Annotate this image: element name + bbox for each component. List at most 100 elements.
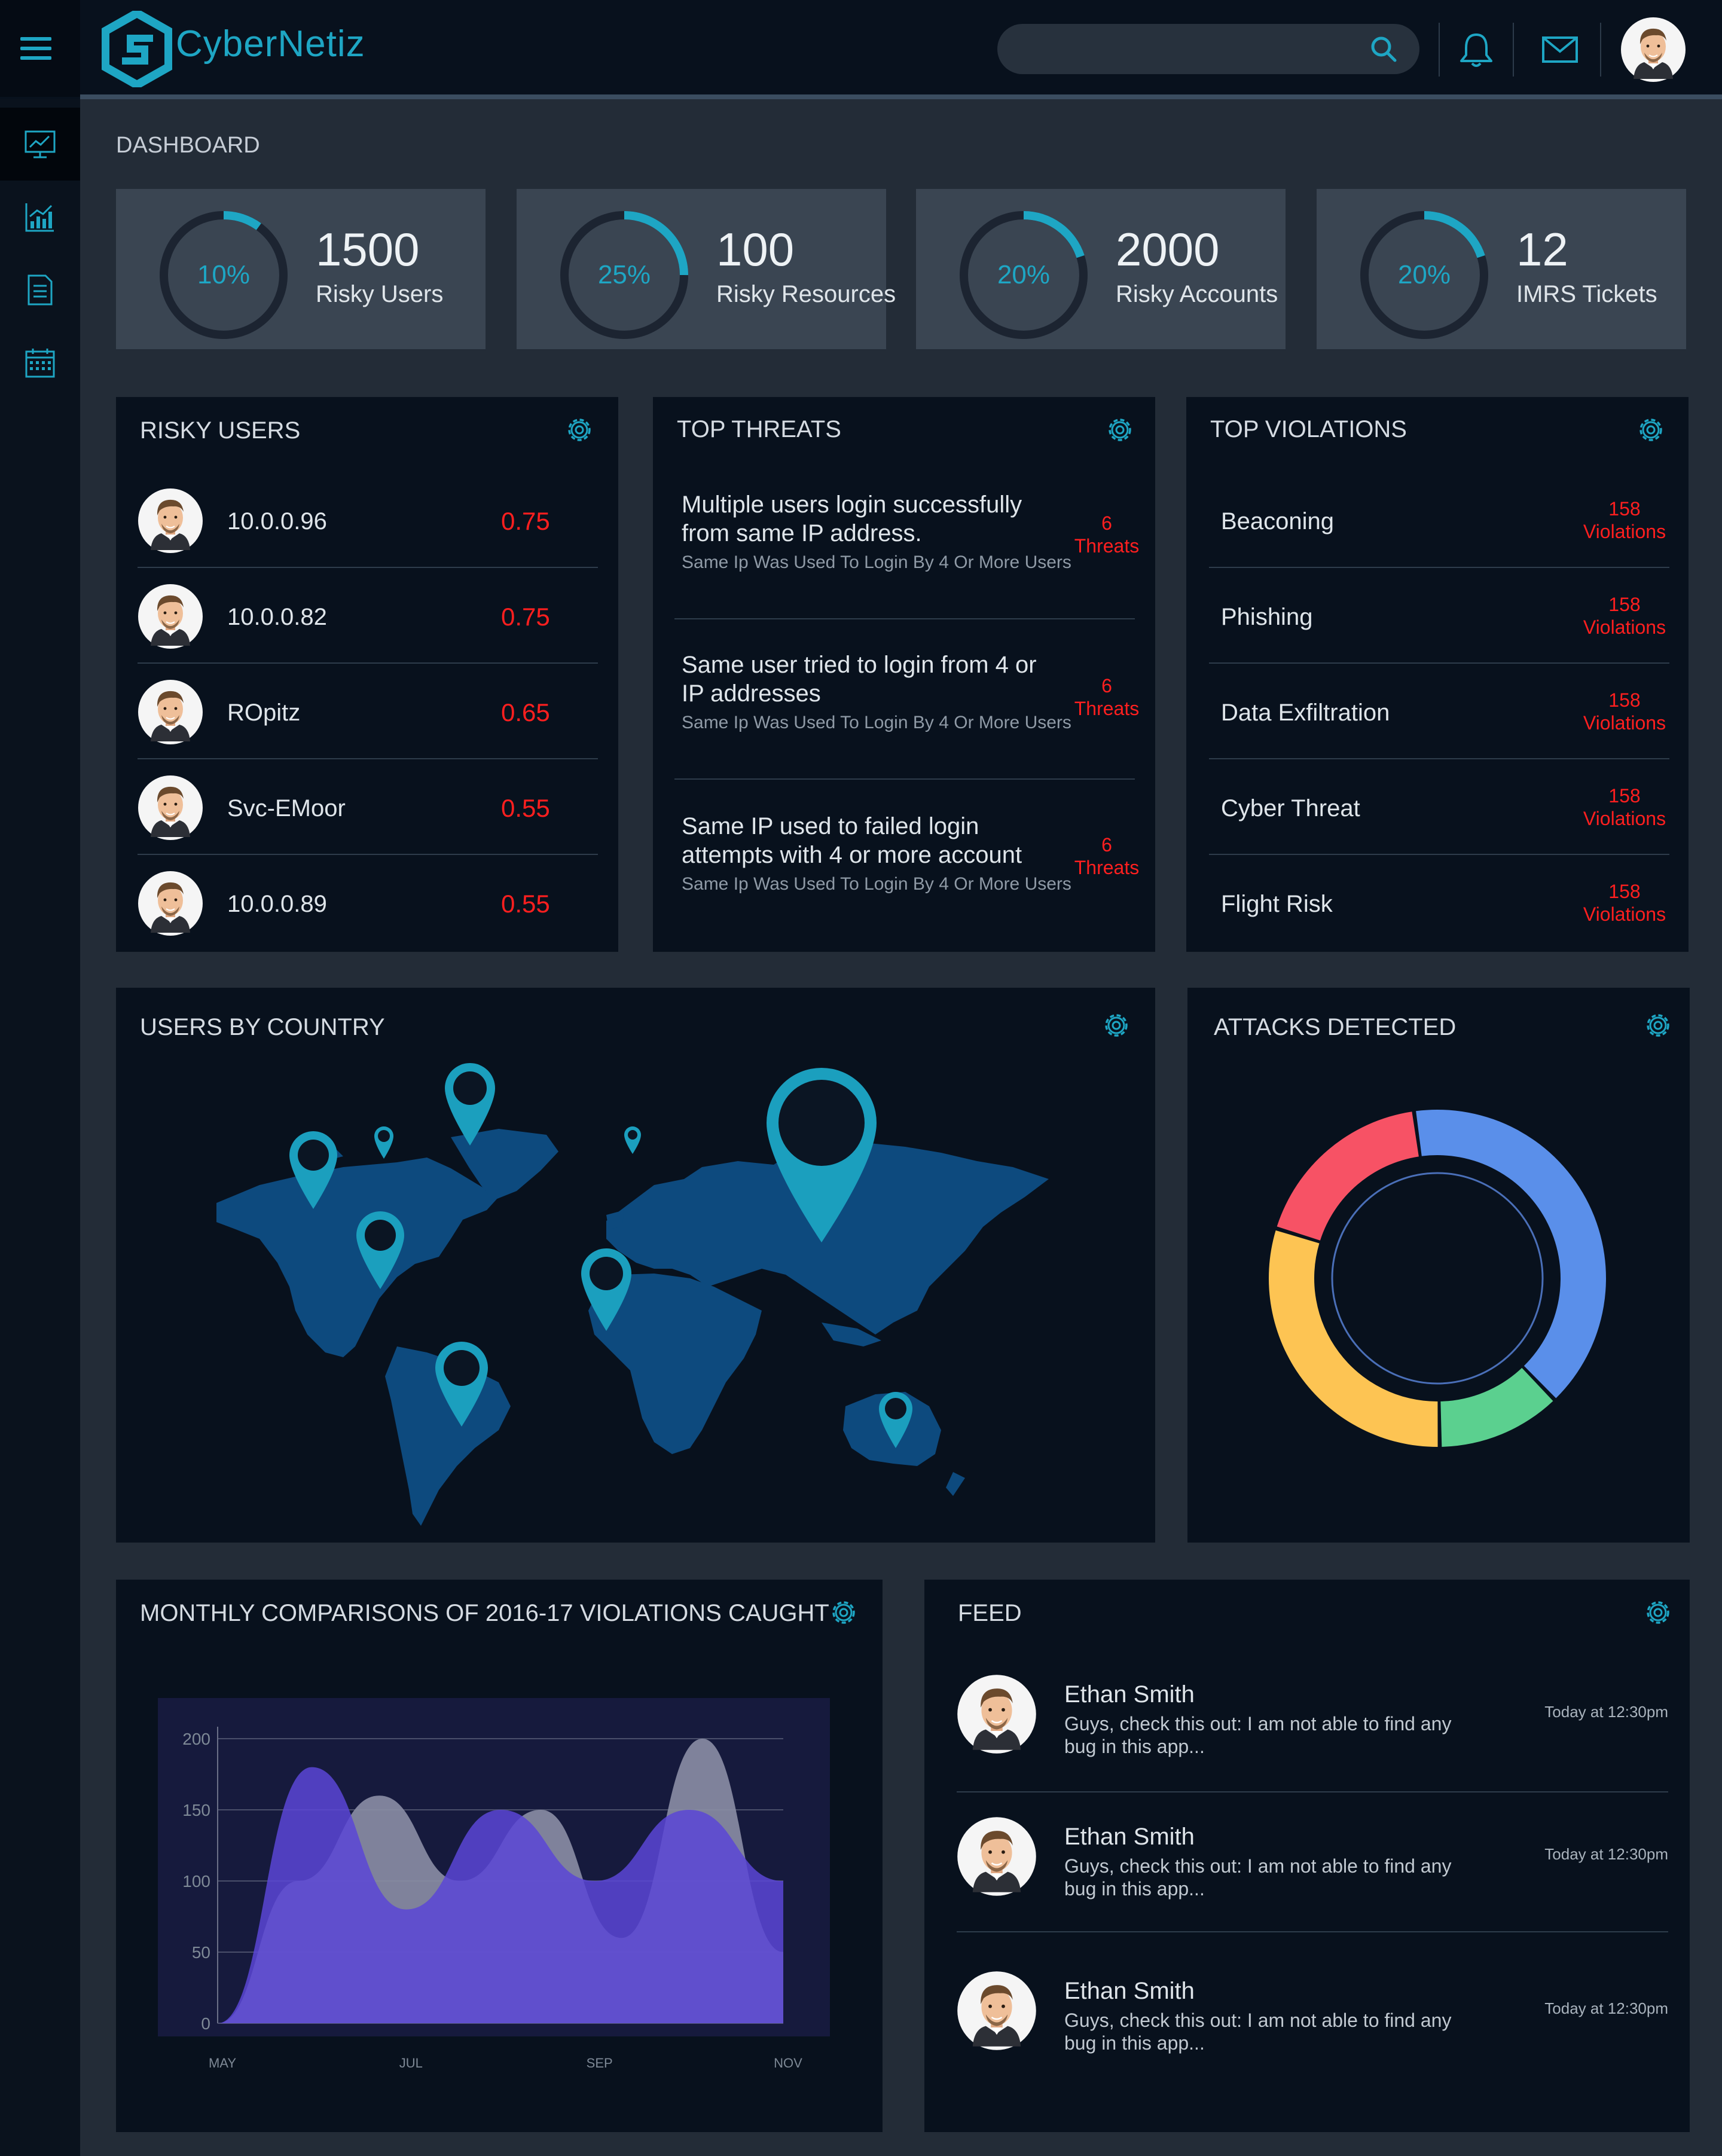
stat-card-risky-resources[interactable]: 25% 100 Risky Resources [517, 189, 896, 349]
search-box[interactable] [997, 24, 1419, 74]
stat-percent: 10% [197, 260, 251, 289]
list-item[interactable]: Phishing 158 Violations [1209, 568, 1669, 664]
logo-text: CyberNetiz [176, 23, 365, 65]
feed-author: Ethan Smith [1064, 1978, 1195, 2004]
user-name: 10.0.0.89 [227, 891, 327, 917]
map-pin[interactable] [879, 1392, 912, 1448]
y-tick-label: 50 [192, 1943, 210, 1962]
x-tick-label: JUL [399, 2056, 423, 2071]
risk-score: 0.65 [501, 698, 550, 726]
violation-count: 158 Violations [1583, 785, 1666, 829]
risky-users-panel: RISKY USERS 10.0.0.96 0.75 10.0.0.82 0.7… [116, 397, 618, 952]
list-item[interactable]: Same user tried to login from 4 or IP ad… [674, 651, 1139, 780]
list-item[interactable]: Svc-EMoor 0.55 [138, 759, 598, 855]
donut-inner-ring [1331, 1172, 1544, 1385]
violation-count: 158 Violations [1583, 881, 1666, 925]
violation-name: Data Exfiltration [1221, 700, 1390, 726]
threat-detail: Same Ip Was Used To Login By 4 Or More U… [682, 713, 1071, 732]
y-tick-label: 200 [182, 1730, 210, 1748]
map-pin[interactable] [581, 1248, 631, 1331]
donut-slice[interactable] [1440, 1367, 1553, 1447]
feed-timestamp: Today at 12:30pm [1544, 1703, 1668, 1721]
violations-area-chart[interactable]: 0 50 100 150 200 MAY JUL SEP NOV [116, 1580, 883, 2132]
list-item[interactable]: Ethan Smith Guys, check this out: I am n… [957, 1971, 1668, 2060]
stat-label: Risky Users [316, 281, 444, 307]
calendar-icon [25, 349, 55, 378]
list-item[interactable]: Ethan Smith Guys, check this out: I am n… [957, 1816, 1668, 1932]
panel-title: USERS BY COUNTRY [140, 1014, 385, 1040]
world-map[interactable] [116, 988, 1155, 1543]
logo-icon [102, 11, 172, 87]
top-threats-panel: TOP THREATS Multiple users login success… [653, 397, 1155, 952]
avatar [138, 679, 203, 745]
risk-score: 0.75 [501, 603, 550, 631]
donut-slice[interactable] [1277, 1111, 1419, 1241]
map-pin[interactable] [289, 1131, 337, 1209]
feed-message: Guys, check this out: I am not able to f… [1064, 2010, 1452, 2054]
list-item[interactable]: 10.0.0.96 0.75 [138, 472, 598, 568]
attacks-donut-chart[interactable] [1187, 988, 1690, 1543]
toolbar-divider [1600, 23, 1601, 77]
gear-icon[interactable] [1642, 1596, 1674, 1629]
stat-card-risky-accounts[interactable]: 20% 2000 Risky Accounts [916, 189, 1286, 349]
map-pin[interactable] [374, 1126, 393, 1159]
map-pin[interactable] [435, 1342, 488, 1427]
sidebar-item-analytics[interactable] [0, 181, 80, 254]
map-pin[interactable] [445, 1063, 495, 1146]
map-pin[interactable] [356, 1211, 404, 1289]
violation-name: Flight Risk [1221, 891, 1333, 917]
stat-value: 2000 [1116, 223, 1220, 276]
violation-name: Beaconing [1221, 508, 1335, 535]
monthly-comparisons-panel: MONTHLY COMPARISONS OF 2016-17 VIOLATION… [116, 1580, 883, 2132]
toolbar-divider [1513, 23, 1514, 77]
top-bar [0, 0, 1722, 99]
list-item[interactable]: ROpitz 0.65 [138, 664, 598, 759]
list-item[interactable]: Ethan Smith Guys, check this out: I am n… [957, 1674, 1668, 1792]
list-item[interactable]: Beaconing 158 Violations [1209, 472, 1669, 568]
list-item[interactable]: 10.0.0.82 0.75 [138, 568, 598, 664]
user-avatar[interactable] [1620, 17, 1686, 83]
gear-icon[interactable] [1104, 414, 1136, 446]
list-item[interactable]: Multiple users login successfully from s… [674, 490, 1139, 619]
area-series[interactable] [218, 1767, 783, 2023]
bell-icon[interactable] [1457, 31, 1496, 69]
donut-slice[interactable] [1269, 1230, 1438, 1447]
x-tick-label: MAY [209, 2056, 236, 2071]
sidebar-item-dashboard[interactable] [0, 108, 80, 181]
sidebar-item-reports[interactable] [0, 254, 80, 326]
avatar [138, 488, 203, 554]
gear-icon[interactable] [1635, 414, 1667, 446]
map-pin[interactable] [767, 1068, 877, 1242]
y-tick-label: 100 [182, 1872, 210, 1891]
attacks-detected-panel: ATTACKS DETECTED [1187, 988, 1690, 1543]
document-icon [28, 274, 53, 306]
threat-detail: Same Ip Was Used To Login By 4 Or More U… [682, 552, 1071, 572]
sidebar [0, 99, 80, 2156]
stat-card-risky-users[interactable]: 10% 1500 Risky Users [116, 189, 486, 349]
users-by-country-panel: USERS BY COUNTRY [116, 988, 1155, 1543]
list-item[interactable]: Flight Risk 158 Violations [1209, 855, 1669, 951]
stat-label: IMRS Tickets [1516, 281, 1657, 307]
donut-slice[interactable] [1416, 1110, 1606, 1398]
sidebar-item-calendar[interactable] [0, 326, 80, 399]
bar-chart-icon [25, 203, 54, 232]
stat-label: Risky Accounts [1116, 281, 1278, 307]
list-item[interactable]: Cyber Threat 158 Violations [1209, 759, 1669, 855]
top-bar-divider [80, 94, 1722, 99]
panel-title: TOP THREATS [677, 416, 841, 442]
list-item[interactable]: Data Exfiltration 158 Violations [1209, 664, 1669, 759]
threat-headline: Same user tried to login from 4 or IP ad… [682, 652, 1037, 707]
feed-panel: FEED Ethan Smith Guys, check this out: I… [924, 1580, 1690, 2132]
progress-ring [160, 211, 288, 339]
stat-card-imrs-tickets[interactable]: 20% 12 IMRS Tickets [1317, 189, 1686, 349]
list-item[interactable]: Same IP used to failed login attempts wi… [674, 812, 1139, 932]
threat-count: 6 Threats [1074, 834, 1140, 878]
search-input[interactable] [1019, 32, 1356, 67]
map-pin[interactable] [624, 1126, 641, 1154]
gear-icon[interactable] [563, 414, 596, 446]
hamburger-menu-button[interactable] [0, 0, 80, 97]
stat-percent: 20% [1397, 260, 1451, 289]
list-item[interactable]: 10.0.0.89 0.55 [138, 855, 598, 951]
search-icon[interactable] [1368, 33, 1399, 65]
mail-icon[interactable] [1541, 36, 1578, 63]
